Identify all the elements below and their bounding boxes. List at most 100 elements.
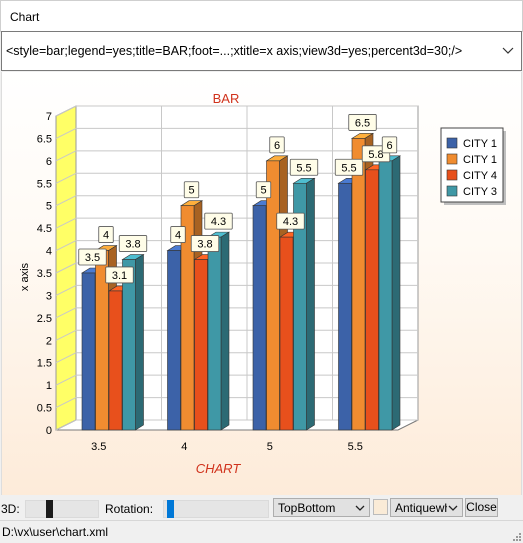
gridline: [55, 240, 77, 252]
chevron-down-icon[interactable]: [501, 42, 515, 60]
chart-footer: CHART: [196, 461, 242, 476]
data-label-box: [98, 226, 114, 243]
data-label: 6.5: [348, 114, 377, 131]
data-label: 5: [183, 181, 200, 199]
window-titlebar: Chart: [0, 0, 523, 32]
legend-swatch: [446, 153, 458, 165]
gridline: [55, 217, 77, 229]
y-tick-label: 4: [46, 246, 52, 258]
bar-front: [378, 160, 393, 431]
chevron-down-icon: [355, 505, 365, 511]
bar-side: [306, 177, 315, 431]
gridline: [55, 127, 77, 139]
gridline: [55, 419, 77, 431]
bar: [377, 155, 402, 431]
x-tick-label: 4: [181, 441, 187, 453]
y-tick-label: 6: [46, 156, 52, 168]
data-label-text: 6: [274, 140, 280, 152]
chart-title: BAR: [213, 91, 240, 106]
data-label-box: [190, 235, 220, 252]
resize-grip-icon[interactable]: [511, 531, 521, 541]
bar-front: [266, 160, 280, 431]
file-path: D:\vx\user\chart.xml: [2, 525, 109, 539]
data-label-text: 6.5: [355, 117, 370, 129]
color-select[interactable]: Antiquewhite: [390, 498, 463, 517]
bar-front: [207, 236, 222, 431]
bar: [206, 231, 231, 431]
x-tick-label: 5.5: [348, 441, 363, 453]
color-swatch[interactable]: [373, 499, 388, 515]
data-label-box: [381, 136, 398, 154]
projection-value: TopBottom: [278, 501, 336, 515]
bar-front: [279, 236, 294, 431]
data-label-box: [276, 212, 305, 230]
bar-front: [122, 259, 136, 431]
gridline: [55, 284, 77, 296]
data-label: 5.5: [289, 158, 319, 176]
y-tick-label: 2.5: [37, 313, 52, 325]
data-label-text: 5.5: [296, 162, 311, 174]
data-label-box: [289, 158, 319, 176]
x-tick-label: 3.5: [91, 441, 106, 453]
data-label: 4.3: [204, 212, 233, 230]
gridline: [55, 374, 77, 386]
slider-rotation-thumb[interactable]: [167, 500, 174, 518]
data-label: 3.8: [190, 235, 220, 252]
projection-select[interactable]: TopBottom: [273, 498, 370, 517]
data-label-box: [334, 158, 364, 176]
data-label-text: 5.5: [341, 162, 356, 174]
y-tick-label: 5: [46, 201, 52, 213]
bar-front: [351, 138, 366, 431]
legend-label: CITY 1: [463, 154, 497, 166]
bar-side: [391, 155, 401, 431]
controls-bar: 3D: Rotation: TopBottom Antiquewhite Clo…: [0, 496, 523, 520]
slider-3d[interactable]: [25, 500, 99, 518]
y-tick-label: 5.5: [37, 178, 52, 190]
data-label: 5: [255, 181, 272, 199]
bar: [292, 177, 316, 431]
data-label: 3.1: [105, 266, 134, 284]
data-label: 4: [170, 226, 186, 243]
x-tick-label: 5: [267, 441, 273, 453]
legend-swatch: [446, 169, 458, 181]
data-label-text: 3.8: [125, 239, 140, 251]
close-button[interactable]: Close: [465, 498, 498, 517]
legend-label: CITY 4: [463, 170, 497, 182]
chevron-down-icon: [448, 505, 458, 511]
slider-rotation[interactable]: [163, 500, 269, 518]
bar-front: [365, 169, 379, 431]
gridline: [55, 105, 77, 117]
y-tick-label: 1.5: [37, 358, 52, 370]
bar-front: [293, 182, 307, 431]
bar: [121, 254, 145, 431]
bar-front: [81, 272, 96, 431]
gridline: [55, 397, 77, 409]
data-label-text: 3.5: [85, 252, 100, 264]
slider-3d-thumb[interactable]: [46, 500, 53, 518]
bar-front: [180, 205, 195, 431]
gridline: [55, 172, 77, 184]
data-label-text: 6: [386, 140, 392, 152]
y-tick-label: 3.5: [37, 268, 52, 280]
color-value: Antiquewhite: [395, 501, 447, 515]
data-label-text: 4: [175, 230, 181, 242]
y-tick-label: 1: [46, 380, 52, 392]
y-tick-label: 2: [46, 335, 52, 347]
y-tick-label: 7: [46, 111, 52, 123]
y-tick-label: 0: [46, 425, 52, 437]
data-label-box: [78, 248, 107, 266]
data-label-text: 4: [103, 230, 109, 242]
command-text[interactable]: <style=bar;legend=yes;title=BAR;foot=...…: [6, 44, 463, 58]
bar-front: [167, 250, 181, 431]
bar-side: [135, 254, 144, 431]
legend-swatch: [446, 137, 458, 149]
bar-front: [194, 259, 208, 431]
y-tick-label: 0.5: [37, 403, 52, 415]
y-tick-label: 6.5: [37, 133, 52, 145]
data-label-text: 4.3: [283, 216, 298, 228]
data-label-text: 4.3: [211, 216, 226, 228]
data-label-text: 5: [188, 185, 194, 197]
data-label-box: [105, 266, 134, 284]
command-combobox[interactable]: <style=bar;legend=yes;title=BAR;foot=...…: [1, 31, 522, 71]
bar-front: [338, 182, 352, 431]
